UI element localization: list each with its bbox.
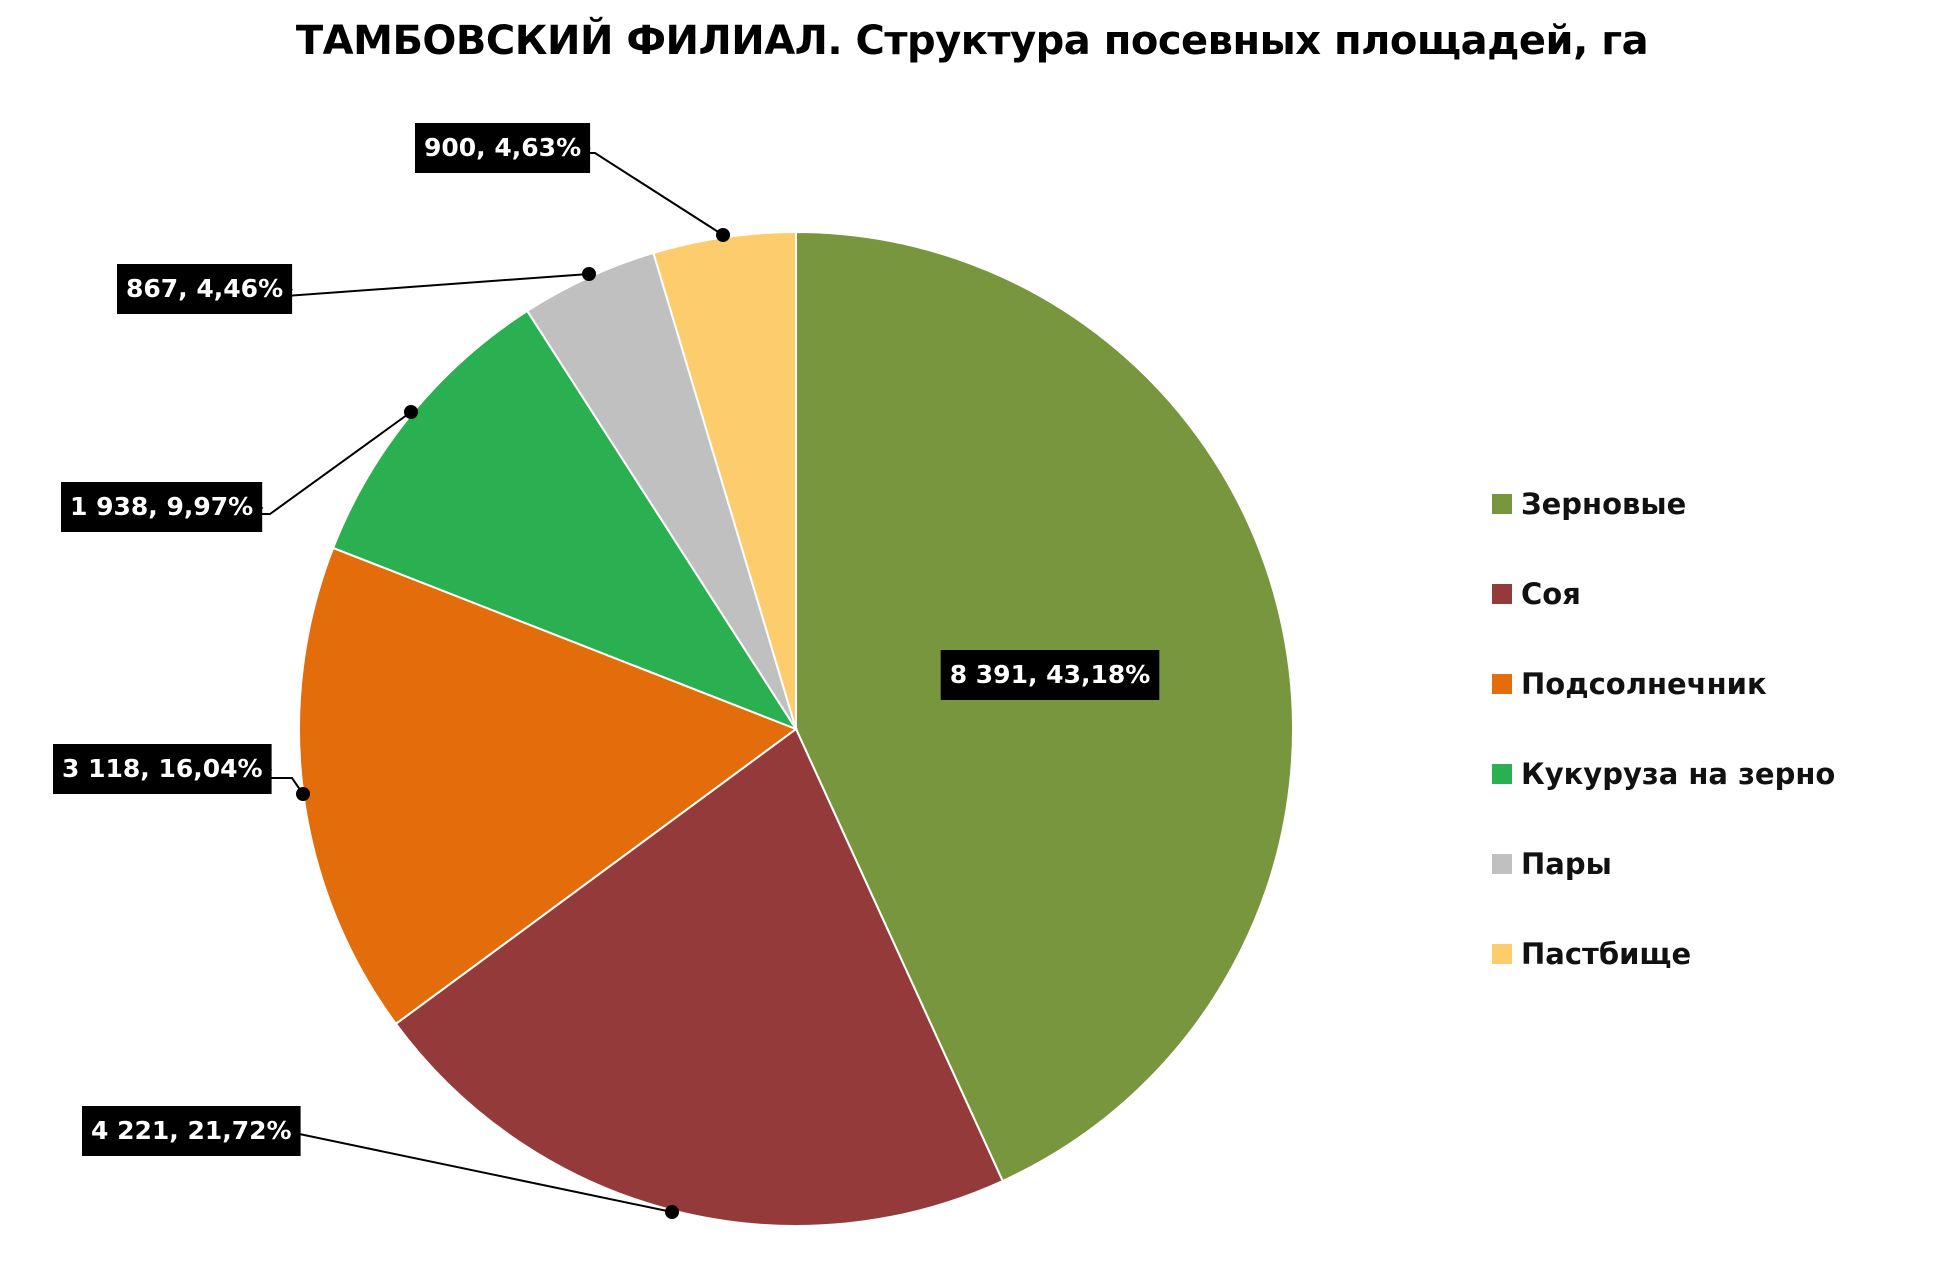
data-label-box xyxy=(53,744,272,794)
data-label-text: 3 118, 16,04% xyxy=(62,754,263,783)
legend-label: Соя xyxy=(1521,577,1581,611)
legend-swatch xyxy=(1492,764,1512,784)
data-label-5: 867, 4,46% xyxy=(117,264,293,314)
data-label-box xyxy=(117,264,293,314)
legend-item-3: Подсолнечник xyxy=(1492,660,1835,750)
legend-swatch xyxy=(1492,494,1512,514)
leader-line-5 xyxy=(283,273,590,298)
legend-item-5: Пары xyxy=(1492,840,1835,930)
legend-label: Пары xyxy=(1521,847,1612,881)
leader-dot-6 xyxy=(716,228,730,242)
chart-legend: Зерновые Соя Подсолнечник Кукуруза на зерно… xyxy=(1492,480,1835,1020)
leader-dot-5 xyxy=(582,267,596,281)
legend-swatch xyxy=(1492,944,1512,964)
data-label-box xyxy=(415,123,591,173)
legend-label: Зерновые xyxy=(1521,487,1687,521)
data-label-text: 900, 4,63% xyxy=(424,133,581,162)
legend-item-4: Кукуруза на зерно xyxy=(1492,750,1835,840)
legend-item-6: Пастбище xyxy=(1492,930,1835,1020)
data-label-text: 1 938, 9,97% xyxy=(70,492,253,521)
data-label-text: 8 391, 43,18% xyxy=(950,660,1151,689)
data-label-box xyxy=(61,482,263,532)
leader-line-6 xyxy=(578,147,724,236)
data-label-4: 1 938, 9,97% xyxy=(61,482,263,532)
data-label-2: 4 221, 21,72% xyxy=(82,1106,301,1156)
chart-title: ТАМБОВСКИЙ ФИЛИАЛ. Структура посевных пл… xyxy=(295,18,1649,64)
legend-swatch xyxy=(1492,854,1512,874)
legend-label: Пастбище xyxy=(1521,937,1692,971)
leader-dot-4 xyxy=(404,405,418,419)
legend-label: Подсолнечник xyxy=(1521,667,1767,701)
pie-slice-1 xyxy=(795,230,1294,1183)
legend-label: Кукуруза на зерно xyxy=(1521,757,1836,791)
data-label-3: 3 118, 16,04% xyxy=(53,744,272,794)
leader-dot-3 xyxy=(296,787,310,801)
data-label-text: 867, 4,46% xyxy=(126,274,283,303)
data-label-1: 8 391, 43,18% xyxy=(940,650,1160,700)
legend-item-2: Соя xyxy=(1492,570,1835,660)
data-label-box xyxy=(940,650,1160,700)
data-label-text: 4 221, 21,72% xyxy=(91,1116,292,1145)
legend-swatch xyxy=(1492,584,1512,604)
data-label-box xyxy=(82,1106,301,1156)
data-label-6: 900, 4,63% xyxy=(415,123,591,173)
legend-item-1: Зерновые xyxy=(1492,480,1835,570)
legend-swatch xyxy=(1492,674,1512,694)
leader-dot-2 xyxy=(665,1205,679,1219)
